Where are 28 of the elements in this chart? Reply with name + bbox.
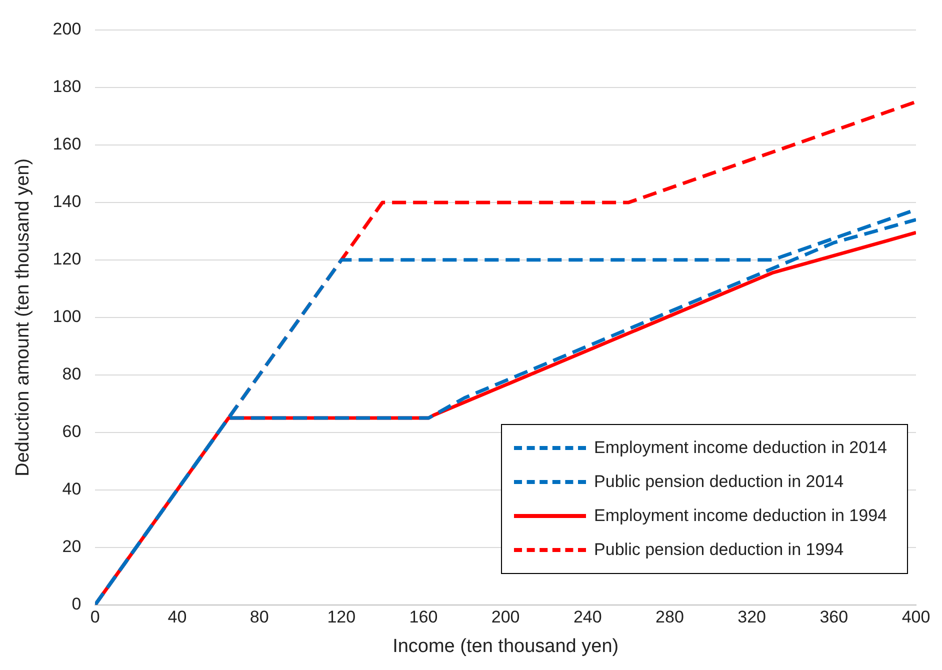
x-tick-label: 120 (327, 608, 356, 627)
x-tick-label: 0 (90, 608, 100, 627)
y-tick-label: 200 (52, 20, 82, 39)
x-tick-label: 360 (820, 608, 848, 627)
y-tick-label: 60 (62, 422, 82, 442)
y-tick-label: 160 (52, 134, 82, 154)
x-tick-label: 80 (250, 608, 269, 627)
x-tick-label: 240 (573, 608, 602, 627)
y-tick-label: 120 (52, 250, 82, 269)
y-tick-label: 0 (72, 594, 82, 614)
x-tick-label: 320 (738, 608, 766, 627)
legend-label: Employment income deduction in 2014 (594, 438, 887, 458)
x-tick-label: 160 (409, 608, 438, 627)
y-tick-label: 40 (62, 480, 82, 499)
y-tick-label: 80 (62, 364, 82, 384)
x-tick-label: 400 (902, 608, 930, 627)
y-tick-label: 180 (52, 77, 82, 96)
y-axis-title: Deduction amount (ten thousand yen) (12, 158, 34, 476)
y-tick-label: 20 (62, 537, 82, 556)
legend-label: Employment income deduction in 1994 (594, 506, 887, 526)
x-axis-title: Income (ten thousand yen) (392, 636, 619, 657)
x-tick-label: 40 (168, 608, 187, 627)
legend-label: Public pension deduction in 1994 (594, 540, 844, 560)
legend-label: Public pension deduction in 2014 (594, 472, 844, 492)
y-tick-label: 100 (52, 307, 82, 326)
x-tick-label: 200 (491, 608, 520, 627)
x-tick-label: 280 (656, 608, 684, 627)
y-tick-label: 140 (52, 192, 82, 212)
